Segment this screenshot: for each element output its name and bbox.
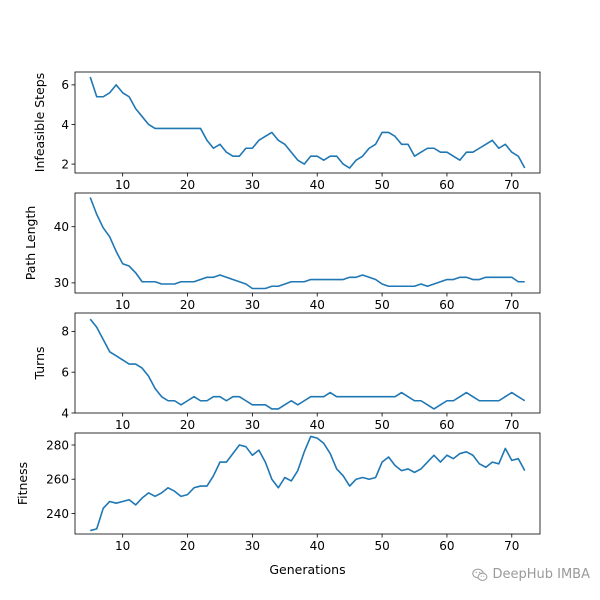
axes-frame-4	[74, 432, 541, 535]
x-tick-label: 10	[115, 539, 130, 553]
x-tick-label: 30	[245, 298, 260, 312]
y-tick-label: 30	[54, 276, 69, 290]
y-axis-label-3: Turns	[32, 346, 47, 380]
x-tick-label: 40	[310, 178, 325, 192]
x-axis-label: Generations	[269, 562, 345, 577]
y-tick-label: 280	[46, 438, 69, 452]
x-tick-label: 70	[504, 418, 519, 432]
x-tick-label: 40	[310, 298, 325, 312]
x-tick-label: 60	[439, 178, 454, 192]
y-axis-label-1: Infeasible Steps	[32, 73, 47, 172]
series-line-2	[89, 197, 525, 290]
y-tick-label: 260	[46, 473, 69, 487]
x-tick-label: 60	[439, 298, 454, 312]
x-tick-label: 70	[504, 539, 519, 553]
y-tick-label: 6	[61, 365, 69, 379]
series-line-1	[89, 76, 526, 169]
series-line-4	[90, 435, 526, 532]
wechat-icon	[472, 568, 488, 581]
x-tick-label: 10	[115, 178, 130, 192]
x-tick-label: 40	[310, 539, 325, 553]
x-tick-label: 30	[245, 539, 260, 553]
x-tick-label: 20	[180, 178, 195, 192]
x-tick-label: 50	[374, 178, 389, 192]
y-tick-label: 40	[54, 220, 69, 234]
watermark-text: DeepHub IMBA	[492, 567, 590, 582]
x-tick-label: 70	[504, 298, 519, 312]
x-tick-label: 70	[504, 178, 519, 192]
x-tick-label: 60	[439, 418, 454, 432]
x-tick-label: 20	[180, 298, 195, 312]
x-tick-label: 50	[374, 539, 389, 553]
x-tick-label: 10	[115, 298, 130, 312]
x-tick-label: 20	[180, 539, 195, 553]
y-tick-label: 4	[61, 406, 69, 420]
y-tick-label: 8	[61, 325, 69, 339]
y-axis-label-4: Fitness	[15, 462, 30, 505]
y-tick-label: 240	[46, 507, 69, 521]
x-tick-label: 20	[180, 418, 195, 432]
axes-frame-1	[74, 71, 541, 174]
y-tick-label: 6	[61, 78, 69, 92]
y-tick-label: 2	[61, 157, 69, 171]
x-tick-label: 50	[374, 418, 389, 432]
y-tick-label: 4	[61, 118, 69, 132]
axes-frame-3	[74, 312, 541, 414]
axes-frame-2	[74, 192, 541, 294]
x-tick-label: 10	[115, 418, 130, 432]
x-tick-label: 30	[245, 178, 260, 192]
x-tick-label: 50	[374, 298, 389, 312]
x-tick-label: 60	[439, 539, 454, 553]
x-tick-label: 30	[245, 418, 260, 432]
watermark: DeepHub IMBA	[472, 567, 590, 582]
x-tick-label: 40	[310, 418, 325, 432]
series-line-3	[89, 318, 526, 410]
y-axis-label-2: Path Length	[23, 206, 38, 281]
